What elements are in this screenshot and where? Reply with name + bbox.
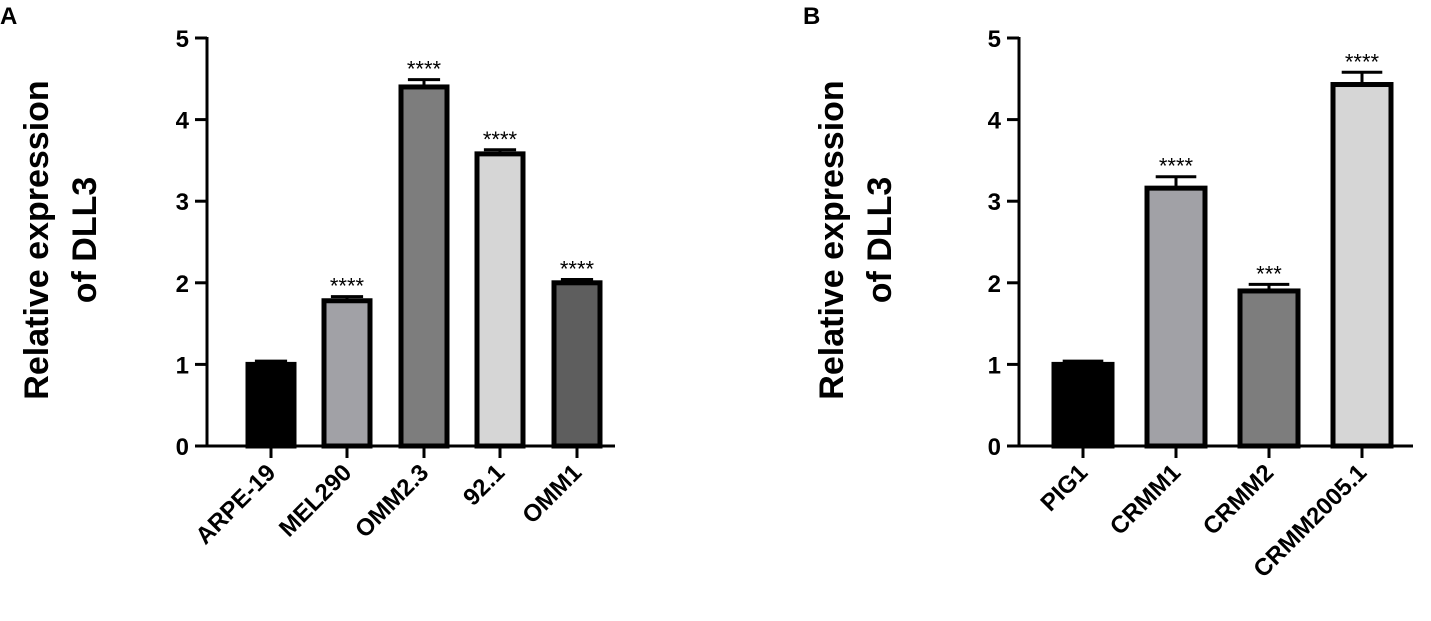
panel-b: B Relative expression of DLL3 0 1 2 3 4 5 PIG1… bbox=[803, 3, 1413, 583]
bar bbox=[474, 151, 526, 449]
panel-letter-b: B bbox=[803, 3, 820, 30]
y-tick-label: 0 bbox=[988, 434, 1001, 461]
y-axis-label-line-1: Relative expression bbox=[18, 80, 56, 399]
significance-label: *** bbox=[1256, 261, 1282, 286]
significance-label: **** bbox=[483, 127, 518, 152]
significance-label: **** bbox=[560, 257, 595, 282]
y-tick-label: 5 bbox=[176, 26, 189, 53]
significance-label: **** bbox=[407, 57, 442, 82]
category-label: MEL290 bbox=[274, 459, 357, 542]
y-axis-label-line-2: of DLL3 bbox=[66, 177, 104, 304]
category-label: CRMM1 bbox=[1105, 459, 1186, 540]
y-tick-label: 3 bbox=[176, 189, 189, 216]
category-label: OMM1 bbox=[517, 459, 587, 529]
y-tick-label: 4 bbox=[176, 108, 190, 135]
bar bbox=[551, 280, 603, 449]
bar bbox=[398, 84, 450, 449]
y-tick-label: 2 bbox=[176, 271, 189, 298]
bar bbox=[1051, 361, 1115, 449]
bar bbox=[1144, 185, 1208, 449]
significance-label: **** bbox=[1159, 154, 1194, 179]
y-tick-label: 3 bbox=[988, 189, 1001, 216]
category-label: 92.1 bbox=[458, 459, 510, 511]
y-tick-label: 1 bbox=[176, 352, 189, 379]
bar bbox=[321, 298, 373, 449]
significance-label: **** bbox=[330, 274, 365, 299]
y-axis-label-line-2: of DLL3 bbox=[861, 177, 899, 304]
bar bbox=[1330, 82, 1394, 449]
y-tick-label: 5 bbox=[988, 26, 1001, 53]
panel-a: A Relative expression of DLL3 0 1 2 3 4 5 ARPE… bbox=[0, 3, 615, 550]
bar bbox=[1237, 288, 1301, 449]
y-tick-label: 4 bbox=[988, 108, 1002, 135]
bar bbox=[245, 361, 297, 449]
y-tick-label: 2 bbox=[988, 271, 1001, 298]
y-axis-label-line-1: Relative expression bbox=[813, 80, 851, 399]
y-tick-label: 1 bbox=[988, 352, 1001, 379]
category-label: CRMM2 bbox=[1198, 459, 1279, 540]
panel-letter-a: A bbox=[0, 3, 17, 30]
category-label: PIG1 bbox=[1035, 459, 1093, 517]
y-tick-label: 0 bbox=[176, 434, 189, 461]
category-label: ARPE-19 bbox=[190, 459, 281, 550]
significance-label: **** bbox=[1345, 49, 1380, 74]
category-label: OMM2.3 bbox=[350, 459, 434, 543]
